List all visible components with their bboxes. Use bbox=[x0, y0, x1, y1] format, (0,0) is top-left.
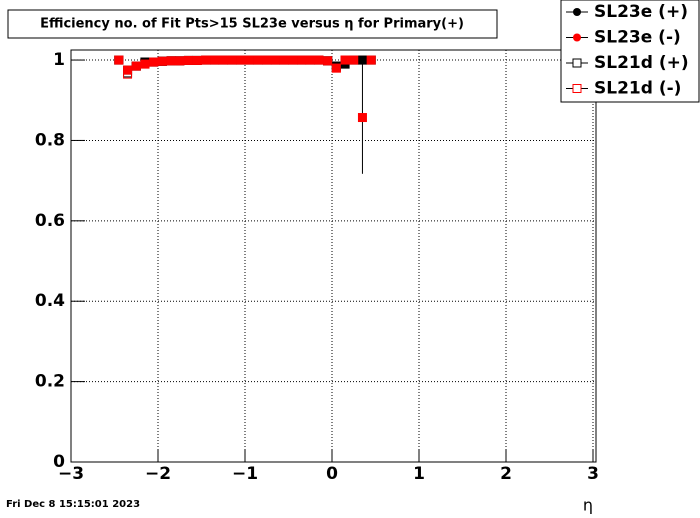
data-point bbox=[140, 59, 150, 69]
data-point bbox=[314, 55, 324, 65]
data-point bbox=[131, 61, 141, 71]
legend-label: SL23e (-) bbox=[594, 28, 681, 48]
y-tick-label: 0.2 bbox=[35, 372, 65, 392]
x-tick-label: 0 bbox=[326, 464, 338, 484]
data-point bbox=[236, 55, 246, 65]
data-point bbox=[349, 55, 359, 65]
data-point bbox=[366, 55, 376, 65]
data-point bbox=[114, 55, 124, 65]
data-point bbox=[166, 56, 176, 66]
y-tick-label: 0.8 bbox=[35, 130, 65, 150]
x-tick-label: 1 bbox=[413, 464, 425, 484]
data-point bbox=[305, 55, 315, 65]
data-point bbox=[244, 55, 254, 65]
x-tick-label: −3 bbox=[58, 464, 84, 484]
chart-title: Efficiency no. of Fit Pts>15 SL23e versu… bbox=[40, 17, 464, 32]
y-tick-label: 1 bbox=[53, 50, 65, 70]
data-point bbox=[227, 55, 237, 65]
data-point bbox=[297, 55, 307, 65]
legend-box bbox=[560, 0, 700, 103]
legend-label: SL23e (+) bbox=[594, 2, 688, 22]
data-point bbox=[357, 113, 367, 123]
legend-marker bbox=[573, 8, 581, 16]
data-point bbox=[331, 63, 341, 73]
legend-marker bbox=[572, 84, 582, 93]
data-point bbox=[340, 55, 350, 65]
data-point bbox=[210, 55, 220, 65]
legend-marker bbox=[573, 33, 581, 42]
data-point bbox=[157, 56, 167, 66]
data-point bbox=[270, 55, 280, 65]
y-tick-label: 0.6 bbox=[35, 211, 65, 231]
y-tick-label: 0.4 bbox=[35, 291, 65, 311]
title-box bbox=[7, 9, 498, 39]
x-tick-label: 3 bbox=[587, 464, 599, 484]
data-point bbox=[262, 55, 272, 65]
data-point bbox=[218, 55, 228, 65]
data-point bbox=[253, 55, 263, 65]
data-point bbox=[123, 65, 133, 75]
data-point bbox=[192, 55, 202, 65]
data-point bbox=[323, 56, 333, 66]
plot-frame bbox=[70, 49, 597, 463]
data-point bbox=[149, 57, 159, 67]
data-point bbox=[279, 55, 289, 65]
x-tick-label: 2 bbox=[500, 464, 512, 484]
x-tick-label: −1 bbox=[232, 464, 258, 484]
timestamp: Fri Dec 8 15:15:01 2023 bbox=[6, 499, 140, 510]
x-tick-label: −2 bbox=[145, 464, 171, 484]
data-point bbox=[201, 55, 211, 65]
data-point bbox=[288, 55, 298, 65]
legend-marker bbox=[572, 58, 582, 68]
legend-label: SL21d (+) bbox=[594, 53, 689, 73]
data-point bbox=[183, 55, 193, 65]
y-tick-label: 0 bbox=[53, 452, 65, 472]
data-point bbox=[175, 56, 185, 66]
legend-label: SL21d (-) bbox=[594, 79, 681, 99]
x-axis-label: η bbox=[583, 496, 593, 515]
